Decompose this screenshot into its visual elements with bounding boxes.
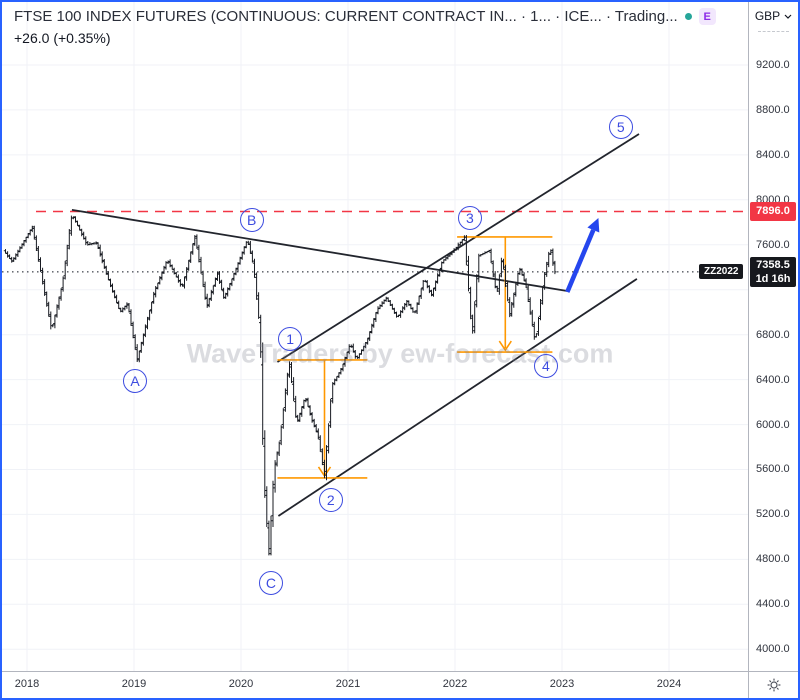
wave-label-B[interactable]: B [239, 208, 264, 233]
currency-underline [758, 31, 789, 32]
price-tick-label: 5600.0 [756, 463, 790, 476]
currency-dropdown[interactable]: GBP [749, 9, 798, 23]
gear-icon [767, 678, 780, 692]
bar-countdown: 1d 16h [755, 272, 791, 285]
currency-label: GBP [754, 9, 781, 23]
price-tick-label: 9200.0 [756, 59, 790, 71]
wave-label-C[interactable]: C [258, 570, 283, 595]
time-tick-label: 2018 [14, 678, 40, 690]
price-tick-label: 4800.0 [756, 553, 790, 566]
alert-price-badge: 7896.0 [750, 202, 796, 222]
projection-arrow[interactable] [565, 218, 600, 293]
price-tick-label: 4400.0 [756, 598, 790, 611]
price-change-text: +26.0 (+0.35%) [14, 30, 111, 46]
price-axis[interactable]: GBP 9200.0 8800.0 8400.0 8000.0 7600.0 6800.0… [748, 2, 798, 672]
wave-label-5[interactable]: 5 [608, 115, 633, 139]
trendline-channel-lower[interactable] [277, 278, 638, 517]
wave-label-2[interactable]: 2 [318, 488, 343, 513]
time-tick-label: 2023 [549, 678, 575, 690]
price-tick-label: 6800.0 [756, 328, 790, 341]
last-price-badge: 7358.5 1d 16h [750, 256, 796, 287]
price-tick-label: 6000.0 [756, 418, 790, 431]
price-chart [2, 2, 748, 672]
price-tick-label: 4000.0 [756, 643, 790, 656]
zigzag-drawing-label[interactable]: ZZ2022 [699, 263, 744, 279]
ohlc-bars [3, 215, 557, 556]
time-tick-label: 2021 [335, 678, 361, 690]
time-tick-label: 2024 [656, 678, 682, 690]
wave-label-4[interactable]: 4 [533, 354, 558, 378]
exchange-badge: E [698, 8, 716, 25]
price-tick-label: 8400.0 [756, 148, 790, 161]
time-tick-label: 2019 [121, 678, 147, 690]
time-tick-label: 2020 [228, 678, 254, 690]
wave-label-3[interactable]: 3 [457, 206, 482, 231]
time-tick-label: 2022 [442, 678, 468, 690]
trendline-descending-resistance[interactable] [71, 209, 568, 292]
symbol-title[interactable]: FTSE 100 INDEX FUTURES (CONTINUOUS: CURR… [14, 8, 678, 25]
last-price-value: 7358.5 [756, 258, 790, 271]
price-tick-label: 6400.0 [756, 373, 790, 386]
price-tick-label: 8800.0 [756, 103, 790, 116]
wave-label-A[interactable]: A [123, 368, 147, 393]
time-axis[interactable]: 2018 2019 2020 2021 2022 2023 2024 [2, 671, 748, 698]
symbol-legend: FTSE 100 INDEX FUTURES (CONTINUOUS: CURR… [14, 8, 716, 46]
market-status-dot [684, 13, 692, 20]
price-tick-label: 5200.0 [756, 508, 790, 521]
chevron-down-icon [784, 14, 792, 19]
measure-wave2-retracement[interactable] [277, 359, 368, 479]
wave-label-1[interactable]: 1 [278, 327, 303, 352]
axis-settings-button[interactable] [748, 671, 798, 698]
measure-wave4-retracement[interactable] [457, 236, 553, 353]
price-tick-label: 7600.0 [756, 238, 790, 251]
